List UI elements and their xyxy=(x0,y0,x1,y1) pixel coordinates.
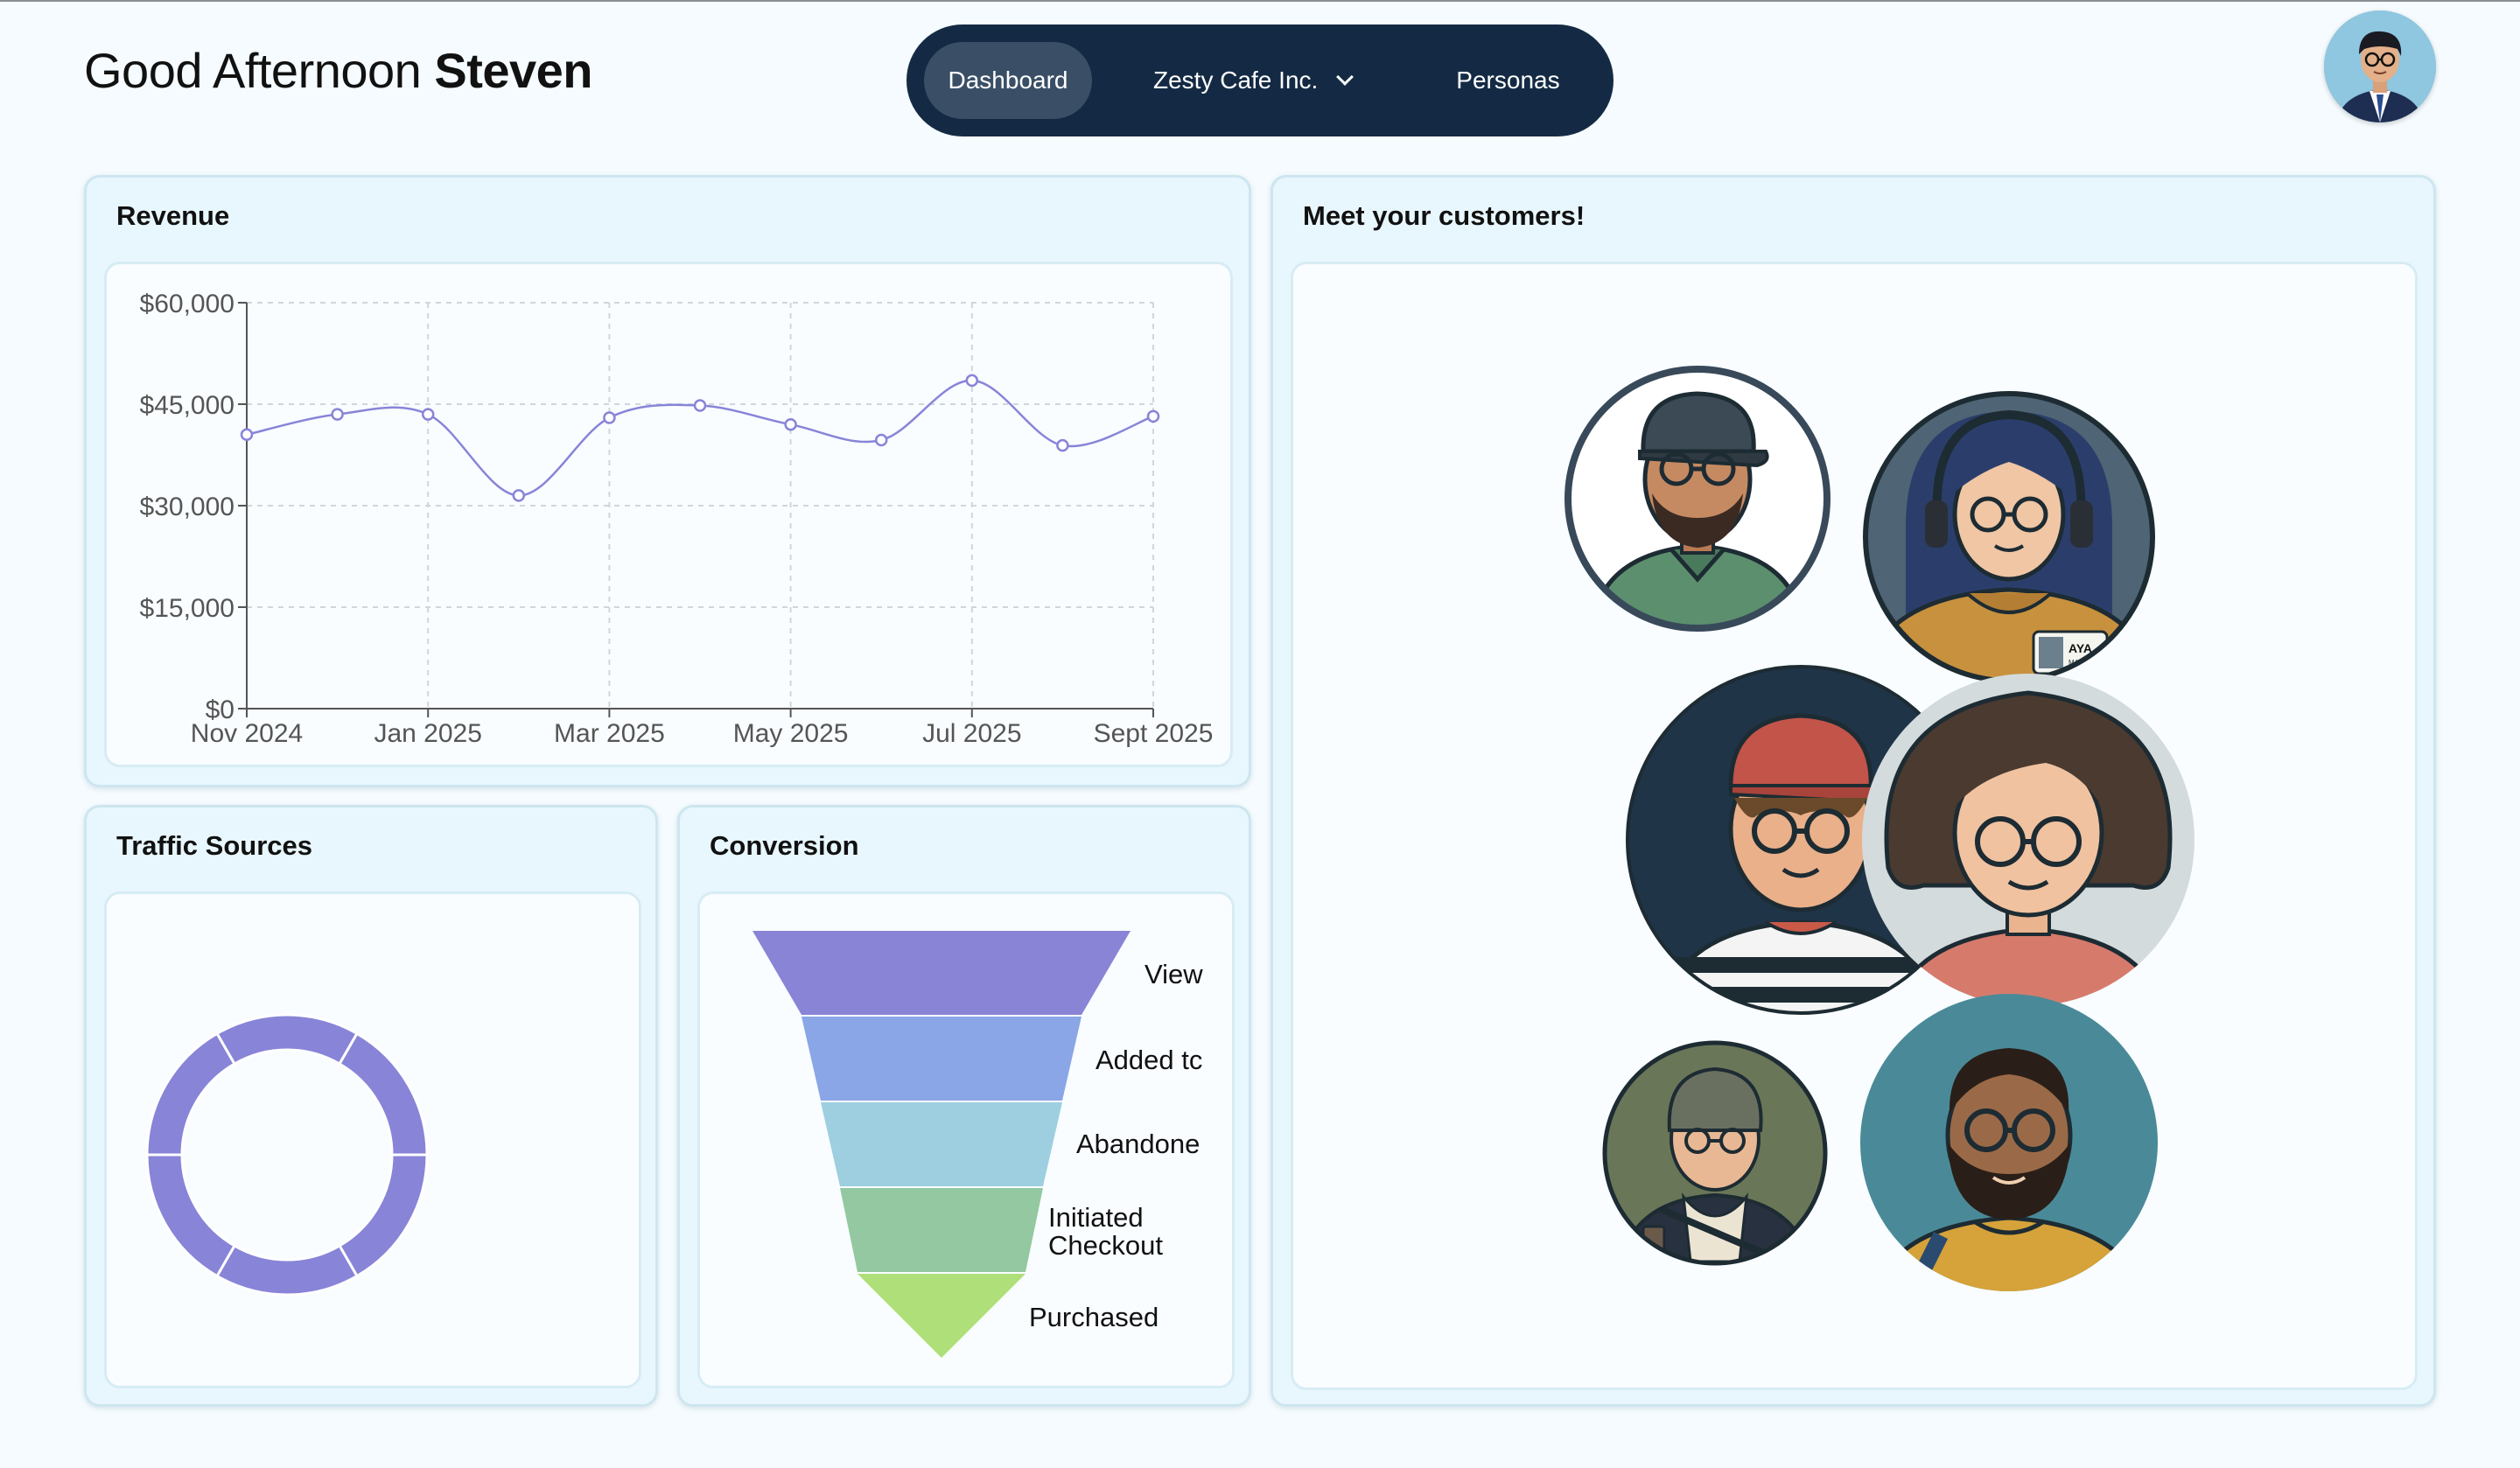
y-tick-label: $15,000 xyxy=(140,594,234,623)
revenue-line-chart: $0 $15,000 $30,000 $45,000 $60,000 Nov 2024 Ja… xyxy=(140,290,1214,748)
nav-personas[interactable]: Personas xyxy=(1456,42,1559,119)
conversion-chart-card: View Added tc Abandone Initiated Checkou… xyxy=(697,891,1235,1388)
nav-dashboard[interactable]: Dashboard xyxy=(924,42,1092,119)
profile-avatar-icon xyxy=(2324,10,2436,122)
conversion-funnel-chart: View Added tc Abandone Initiated Checkou… xyxy=(752,931,1203,1358)
revenue-data-point[interactable] xyxy=(331,408,344,421)
donut-slice[interactable] xyxy=(214,1013,360,1066)
revenue-data-point[interactable] xyxy=(784,417,797,431)
persona-avatar-6[interactable] xyxy=(1860,994,2158,1314)
greeting: Good Afternoon Steven xyxy=(84,42,593,99)
funnel-label-initiated-1: Initiated xyxy=(1048,1202,1144,1233)
y-tick-label: $45,000 xyxy=(140,391,234,420)
revenue-chart-card: $0 $15,000 $30,000 $45,000 $60,000 Nov 2024 Ja… xyxy=(104,262,1233,767)
funnel-stage-initiated[interactable] xyxy=(840,1188,1043,1272)
donut-slice[interactable] xyxy=(337,1031,429,1157)
donut-slice[interactable] xyxy=(337,1153,429,1278)
persona-avatar-3[interactable] xyxy=(1626,665,1976,1025)
nav-personas-label: Personas xyxy=(1456,66,1560,94)
customers-title: Meet your customers! xyxy=(1303,200,1586,231)
funnel-stage-added[interactable] xyxy=(802,1017,1082,1101)
funnel-label-initiated-2: Checkout xyxy=(1048,1230,1163,1261)
traffic-chart-card xyxy=(104,891,641,1388)
y-tick-label: $30,000 xyxy=(140,493,234,521)
revenue-data-point[interactable] xyxy=(603,411,616,424)
y-tick-label: $60,000 xyxy=(140,290,234,318)
x-tick-label: Jul 2025 xyxy=(922,719,1021,748)
x-tick-label: Sept 2025 xyxy=(1094,719,1214,748)
badge-name: AYA xyxy=(2068,641,2092,655)
conversion-panel: Conversion View Added tc Abandone Initia… xyxy=(677,805,1251,1407)
funnel-stage-view[interactable] xyxy=(752,931,1130,1015)
revenue-panel: Revenue $0 $15,000 $30,000 $45,000 $60,000 No… xyxy=(84,175,1251,787)
revenue-data-point[interactable] xyxy=(1056,438,1069,452)
donut-slice[interactable] xyxy=(214,1243,360,1297)
nav-company-dropdown[interactable]: Zesty Cafe Inc. xyxy=(1153,42,1354,119)
user-name: Steven xyxy=(434,43,593,98)
x-tick-label: Nov 2024 xyxy=(191,719,303,748)
traffic-donut-chart xyxy=(145,1013,429,1297)
funnel-label-abandoned: Abandone xyxy=(1076,1129,1200,1159)
traffic-panel: Traffic Sources xyxy=(84,805,658,1407)
customers-panel: Meet your customers! xyxy=(1270,175,2436,1407)
revenue-data-point[interactable] xyxy=(240,428,254,442)
funnel-label-added: Added tc xyxy=(1096,1045,1202,1075)
revenue-data-point[interactable] xyxy=(421,408,435,421)
chevron-down-icon xyxy=(1336,68,1354,86)
persona-avatar-5[interactable] xyxy=(1602,1040,1828,1279)
top-nav: Dashboard Zesty Cafe Inc. Personas xyxy=(906,24,1614,136)
nav-company-label: Zesty Cafe Inc. xyxy=(1153,66,1319,94)
revenue-title: Revenue xyxy=(116,200,230,231)
revenue-data-point[interactable] xyxy=(965,374,979,388)
revenue-data-point[interactable] xyxy=(512,489,526,502)
customers-card: AYA MADYEN xyxy=(1291,262,2418,1390)
funnel-label-view: View xyxy=(1144,959,1203,989)
revenue-data-point[interactable] xyxy=(874,433,888,447)
funnel-stage-purchased[interactable] xyxy=(858,1274,1026,1358)
persona-avatar-1[interactable] xyxy=(1564,366,1830,632)
y-tick-label: $0 xyxy=(206,696,234,724)
customer-personas: AYA MADYEN xyxy=(1564,366,2194,1314)
revenue-data-point[interactable] xyxy=(1146,409,1160,423)
donut-slice[interactable] xyxy=(145,1153,237,1278)
x-tick-label: Mar 2025 xyxy=(554,719,665,748)
traffic-title: Traffic Sources xyxy=(116,830,312,861)
revenue-data-point[interactable] xyxy=(693,399,707,412)
conversion-title: Conversion xyxy=(710,830,859,861)
avatar[interactable] xyxy=(2324,10,2436,122)
funnel-stage-abandoned[interactable] xyxy=(821,1102,1062,1186)
funnel-label-purchased: Purchased xyxy=(1029,1302,1158,1332)
donut-slice[interactable] xyxy=(145,1031,237,1157)
persona-avatar-2[interactable]: AYA MADYEN xyxy=(1862,391,2156,693)
greeting-prefix: Good Afternoon xyxy=(84,43,422,98)
persona-avatar-4[interactable] xyxy=(1862,674,2194,1034)
x-tick-label: May 2025 xyxy=(733,719,849,748)
revenue-series-line xyxy=(246,379,1154,497)
nav-dashboard-label: Dashboard xyxy=(948,66,1068,94)
x-tick-label: Jan 2025 xyxy=(374,719,481,748)
